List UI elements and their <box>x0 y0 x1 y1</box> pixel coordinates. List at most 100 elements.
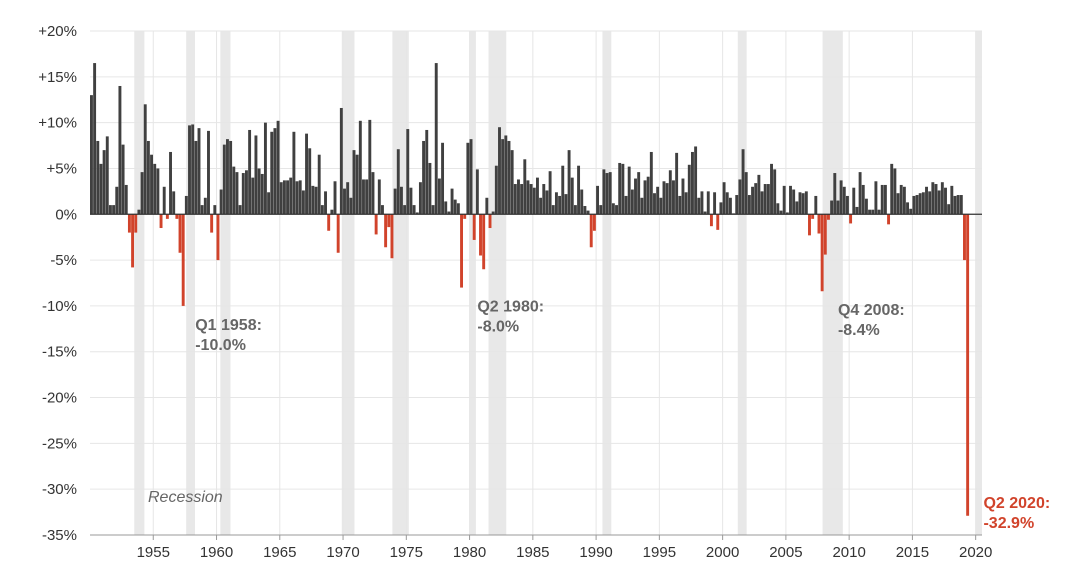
y-tick-label: +10% <box>38 115 77 132</box>
bar <box>640 197 644 215</box>
bar <box>599 205 603 215</box>
bar <box>406 129 410 215</box>
bar <box>536 177 539 215</box>
bar <box>918 193 922 215</box>
bar <box>558 195 562 215</box>
y-tick-label: -5% <box>50 252 77 269</box>
bar <box>675 152 679 215</box>
bar <box>169 151 172 215</box>
bar <box>418 182 422 215</box>
bar <box>637 172 641 215</box>
bar <box>551 205 555 215</box>
bar <box>966 214 970 516</box>
y-axis-tick-labels: +20% +15% +10% +5% 0% -5% -10% -15% -20% -25% -30%… <box>38 23 77 544</box>
bar <box>615 205 618 215</box>
annotations: Q1 1958: -10.0% Q2 1980: -8.0% Q4 2008: -8.4%… <box>195 299 1050 532</box>
bar <box>352 150 356 215</box>
bar <box>893 168 897 215</box>
bar <box>858 172 862 215</box>
bar <box>741 149 745 215</box>
recession-band <box>975 31 982 535</box>
bar <box>953 195 957 215</box>
bar <box>292 131 296 215</box>
annotation-value: -32.9% <box>983 515 1034 532</box>
bar <box>725 192 729 215</box>
y-tick-label: +20% <box>38 23 77 40</box>
bar <box>709 214 713 227</box>
bar <box>216 214 220 261</box>
x-tick-label: 1955 <box>137 544 170 561</box>
bar <box>381 205 384 215</box>
annotation-value: -10.0% <box>195 337 246 354</box>
recession-band <box>602 31 612 535</box>
bar <box>811 214 815 219</box>
bar <box>450 188 454 215</box>
bar <box>453 199 457 215</box>
bar <box>305 133 309 215</box>
bar <box>937 190 941 215</box>
bar <box>589 214 593 248</box>
bar <box>150 154 154 215</box>
bar <box>127 214 131 233</box>
bar <box>469 139 473 215</box>
bar <box>852 187 856 215</box>
bar <box>494 165 498 215</box>
bar <box>513 184 517 215</box>
bar <box>260 173 264 215</box>
bar <box>134 214 138 233</box>
bar <box>90 95 93 215</box>
bar <box>213 205 217 215</box>
bar <box>203 197 207 215</box>
bar <box>668 170 672 215</box>
bar <box>925 186 928 215</box>
bar <box>263 122 267 215</box>
bar <box>817 214 821 234</box>
bar <box>738 179 742 215</box>
bar <box>855 206 859 215</box>
x-tick-label: 1965 <box>263 544 296 561</box>
bar <box>836 200 840 215</box>
bar <box>801 193 805 215</box>
bar <box>690 151 694 215</box>
bar <box>672 180 675 215</box>
bar <box>336 214 340 253</box>
bar <box>526 180 530 215</box>
bar <box>339 107 343 215</box>
bar <box>782 185 786 215</box>
bar <box>488 214 492 229</box>
bar <box>308 148 312 215</box>
bar <box>950 185 954 215</box>
bar <box>504 135 508 215</box>
bar <box>279 182 283 215</box>
annotation-label: Q1 1958: <box>195 317 262 334</box>
bar <box>744 172 748 215</box>
bar <box>362 179 365 215</box>
recession-band <box>186 31 196 535</box>
bar <box>178 214 182 253</box>
bar <box>456 203 460 215</box>
bar <box>624 195 628 215</box>
bar <box>131 214 135 268</box>
bar <box>899 184 903 215</box>
bar <box>390 214 394 259</box>
bar <box>570 177 574 215</box>
bar <box>934 184 938 215</box>
bar <box>140 172 144 215</box>
bar <box>355 154 359 215</box>
bar <box>121 144 125 215</box>
y-tick-label: -30% <box>42 481 77 498</box>
bar <box>273 128 277 215</box>
bar <box>270 131 274 215</box>
bar <box>517 179 520 215</box>
bar <box>719 202 723 215</box>
y-tick-label: -25% <box>42 435 77 452</box>
recession-band <box>822 31 843 535</box>
bar <box>605 173 609 215</box>
bar <box>219 189 223 215</box>
bar <box>156 168 160 215</box>
bar <box>162 186 166 215</box>
bar <box>425 129 429 215</box>
annotation-value: -8.0% <box>477 319 519 336</box>
bar <box>586 210 590 215</box>
